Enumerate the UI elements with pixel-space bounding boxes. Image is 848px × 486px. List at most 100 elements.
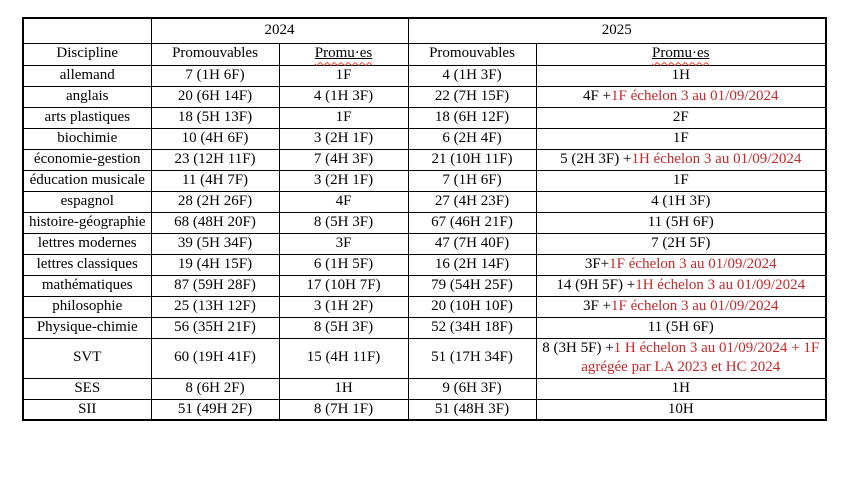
cell-promouvables-2025: 22 (7H 15F) (407, 85, 537, 108)
column-header-row: Discipline Promouvables Promu·es Promouv… (22, 42, 827, 66)
cell-promues-2024: 8 (5H 3F) (278, 316, 409, 339)
cell-discipline: éducation musicale (22, 169, 152, 192)
cell-promues-2024: 15 (4H 11F) (278, 337, 409, 379)
cell-promues-2024: 7 (4H 3F) (278, 148, 409, 171)
cell-discipline: espagnol (22, 190, 152, 213)
cell-promouvables-2024: 19 (4H 15F) (150, 253, 280, 276)
cell-discipline: Physique-chimie (22, 316, 152, 339)
cell-promues-2025: 4F +1F échelon 3 au 01/09/2024 (535, 85, 827, 108)
cell-promouvables-2025: 6 (2H 4F) (407, 127, 537, 150)
year-header-2024: 2024 (150, 17, 409, 44)
cell-promouvables-2025: 51 (17H 34F) (407, 337, 537, 379)
promues-red-annotation: 1F échelon 3 au 01/09/2024 (609, 255, 777, 272)
promotions-table: 2024 2025 Discipline Promouvables Promu·… (22, 17, 827, 421)
cell-promues-2024: 1F (278, 106, 409, 129)
cell-promues-2024: 1H (278, 377, 409, 400)
cell-promouvables-2025: 9 (6H 3F) (407, 377, 537, 400)
cell-promues-2024: 17 (10H 7F) (278, 274, 409, 297)
cell-promouvables-2024: 25 (13H 12F) (150, 295, 280, 318)
cell-promues-2025: 10H (535, 398, 827, 421)
table-row: arts plastiques 18 (5H 13F) 1F 18 (6H 12F) 2… (22, 106, 827, 129)
cell-promues-2025: 4 (1H 3F) (535, 190, 827, 213)
cell-discipline: mathématiques (22, 274, 152, 297)
promues-text: 5 (2H 3F) + (560, 150, 632, 167)
cell-promouvables-2024: 68 (48H 20F) (150, 211, 280, 234)
promues-text: 2F (672, 108, 689, 125)
cell-promouvables-2025: 47 (7H 40F) (407, 232, 537, 255)
table-row: Physique-chimie 56 (35H 21F) 8 (5H 3F) 52 (… (22, 316, 827, 339)
cell-promues-2024: 8 (7H 1F) (278, 398, 409, 421)
cell-promouvables-2024: 28 (2H 26F) (150, 190, 280, 213)
year-header-row: 2024 2025 (22, 17, 827, 44)
cell-promouvables-2025: 4 (1H 3F) (407, 64, 537, 87)
promues-text: 8 (3H 5F) + (542, 339, 614, 356)
promues-text: 10H (667, 400, 694, 417)
cell-promouvables-2024: 20 (6H 14F) (150, 85, 280, 108)
cell-promues-2024: 3 (2H 1F) (278, 169, 409, 192)
corner-empty-cell (22, 17, 152, 44)
table-row: SII 51 (49H 2F) 8 (7H 1F) 51 (48H 3F) 10H (22, 398, 827, 421)
cell-discipline: histoire-géographie (22, 211, 152, 234)
table-row: histoire-géographie 68 (48H 20F) 8 (5H 3F)… (22, 211, 827, 234)
promues-text: 1H (671, 66, 690, 83)
cell-promues-2025: 1F (535, 169, 827, 192)
promues-text: 14 (9H 5F) + (556, 276, 636, 293)
table-row: philosophie 25 (13H 12F) 3 (1H 2F) 20 (10H … (22, 295, 827, 318)
header-promouvables-2024: Promouvables (150, 42, 280, 66)
cell-promues-2024: 3 (2H 1F) (278, 127, 409, 150)
promues-text: 4 (1H 3F) (651, 192, 711, 209)
header-promues-2024: Promu·es (278, 42, 409, 66)
cell-discipline: biochimie (22, 127, 152, 150)
table-row: anglais 20 (6H 14F) 4 (1H 3F) 22 (7H 15F) 4F… (22, 85, 827, 108)
table-row: SVT 60 (19H 41F) 15 (4H 11F) 51 (17H 34F) 8 … (22, 337, 827, 379)
cell-promues-2024: 3F (278, 232, 409, 255)
table-row: biochimie 10 (4H 6F) 3 (2H 1F) 6 (2H 4F) 1F (22, 127, 827, 150)
promues-text: 3F+ (584, 255, 610, 272)
cell-discipline: allemand (22, 64, 152, 87)
cell-promouvables-2024: 11 (4H 7F) (150, 169, 280, 192)
cell-promues-2025: 1H (535, 64, 827, 87)
cell-discipline: SVT (22, 337, 152, 379)
cell-promouvables-2024: 18 (5H 13F) (150, 106, 280, 129)
cell-promues-2024: 4 (1H 3F) (278, 85, 409, 108)
cell-promouvables-2025: 16 (2H 14F) (407, 253, 537, 276)
header-promues-2025: Promu·es (535, 42, 827, 66)
cell-promouvables-2024: 51 (49H 2F) (150, 398, 280, 421)
promues-red-annotation: 1F échelon 3 au 01/09/2024 (611, 297, 779, 314)
cell-promouvables-2025: 18 (6H 12F) (407, 106, 537, 129)
cell-promouvables-2024: 56 (35H 21F) (150, 316, 280, 339)
promues-text: 4F + (582, 87, 612, 104)
promues-text: 3F + (582, 297, 612, 314)
header-promouvables-2025: Promouvables (407, 42, 537, 66)
cell-promues-2025: 11 (5H 6F) (535, 316, 827, 339)
cell-promues-2024: 1F (278, 64, 409, 87)
cell-promouvables-2025: 7 (1H 6F) (407, 169, 537, 192)
promues-text: 1F (672, 129, 689, 146)
cell-promouvables-2024: 8 (6H 2F) (150, 377, 280, 400)
cell-promouvables-2024: 87 (59H 28F) (150, 274, 280, 297)
underlined-text: Promu·es (652, 45, 710, 61)
table-row: espagnol 28 (2H 26F) 4F 27 (4H 23F) 4 (1H 3F… (22, 190, 827, 213)
cell-promues-2025: 11 (5H 6F) (535, 211, 827, 234)
cell-discipline: SES (22, 377, 152, 400)
spellcheck-squiggle: Promu·es (652, 45, 710, 62)
promues-red-annotation: 1H échelon 3 au 01/09/2024 (631, 150, 802, 167)
cell-promues-2025: 1F (535, 127, 827, 150)
cell-promouvables-2025: 52 (34H 18F) (407, 316, 537, 339)
underlined-text: Promu·es (315, 45, 373, 61)
cell-promouvables-2024: 7 (1H 6F) (150, 64, 280, 87)
cell-promues-2025: 14 (9H 5F) +1H échelon 3 au 01/09/2024 (535, 274, 827, 297)
cell-discipline: anglais (22, 85, 152, 108)
cell-promues-2024: 6 (1H 5F) (278, 253, 409, 276)
cell-discipline: lettres modernes (22, 232, 152, 255)
cell-promues-2024: 8 (5H 3F) (278, 211, 409, 234)
promues-text: 1F (672, 171, 689, 188)
year-header-2025: 2025 (407, 17, 827, 44)
promues-text: 7 (2H 5F) (651, 234, 711, 251)
cell-promouvables-2024: 39 (5H 34F) (150, 232, 280, 255)
cell-discipline: économie-gestion (22, 148, 152, 171)
cell-discipline: philosophie (22, 295, 152, 318)
cell-promues-2025: 5 (2H 3F) +1H échelon 3 au 01/09/2024 (535, 148, 827, 171)
table-row: lettres classiques 19 (4H 15F) 6 (1H 5F) 16… (22, 253, 827, 276)
spellcheck-squiggle: Promu·es (314, 45, 373, 62)
